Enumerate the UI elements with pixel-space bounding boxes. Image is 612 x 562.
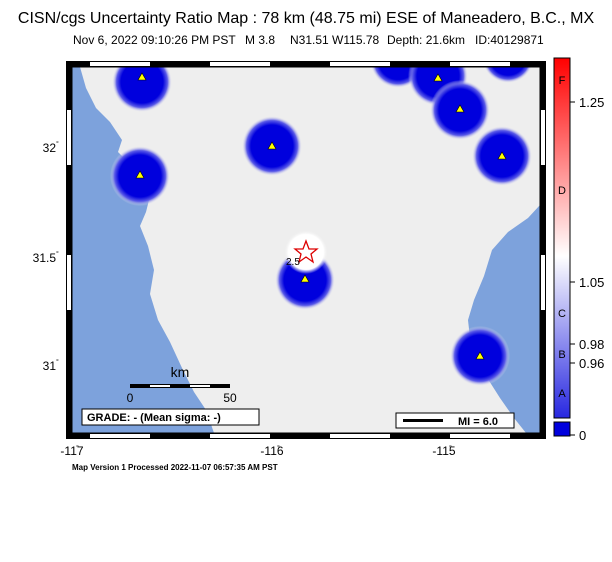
station-icon bbox=[300, 274, 310, 283]
border-segments bbox=[67, 62, 545, 438]
ocean-west bbox=[72, 67, 214, 433]
scale-tick: 0 bbox=[127, 391, 134, 405]
mi-legend-line bbox=[403, 419, 443, 422]
scale-unit: km bbox=[171, 364, 190, 380]
map-border bbox=[66, 61, 546, 439]
grade-box bbox=[81, 408, 260, 426]
degree-mark: ° bbox=[56, 250, 59, 258]
colorbar-value: 0 bbox=[579, 428, 586, 443]
event-date: Nov 6, 2022 09:10:26 PM PST bbox=[73, 33, 236, 47]
degree-mark: ° bbox=[56, 358, 59, 366]
colorbar-gradient bbox=[553, 57, 571, 419]
station-icon bbox=[137, 72, 147, 81]
mi-legend-box bbox=[395, 412, 515, 429]
mi-legend-text: MI = 6.0 bbox=[458, 416, 498, 428]
colorbar-value: 0.96 bbox=[579, 356, 604, 371]
grade-text: GRADE: - (Mean sigma: -) bbox=[87, 412, 221, 424]
colorbar-value: 1.25 bbox=[579, 95, 604, 110]
lat-label: 32 bbox=[43, 141, 57, 155]
grade-letter: C bbox=[558, 308, 566, 320]
station-uncertainty-zone bbox=[112, 67, 172, 112]
event-magnitude: M 3.8 bbox=[245, 33, 276, 47]
epicenter-zone bbox=[284, 230, 328, 274]
event-location: N31.51 W115.78 bbox=[290, 33, 380, 47]
event-id: ID:40129871 bbox=[475, 33, 544, 47]
colorbar-zero-swatch bbox=[553, 421, 571, 437]
degree-mark: ° bbox=[449, 444, 452, 452]
colorbar-ticks bbox=[570, 101, 575, 436]
station-icon bbox=[433, 73, 443, 82]
grade-letter: A bbox=[558, 388, 566, 400]
epicenter-star-icon bbox=[293, 239, 319, 264]
grade-letter: B bbox=[558, 349, 565, 361]
colorbar-value: 0.98 bbox=[579, 337, 604, 352]
station-icon bbox=[475, 351, 485, 360]
lat-label: 31 bbox=[43, 359, 57, 373]
lon-label: -116 bbox=[260, 444, 283, 458]
colorbar-value: 1.05 bbox=[579, 275, 604, 290]
processed-note: Map Version 1 Processed 2022-11-07 06:57… bbox=[72, 463, 278, 472]
station-icon bbox=[455, 104, 465, 113]
scale-tick: 50 bbox=[223, 391, 237, 405]
grade-letter: D bbox=[558, 185, 566, 197]
lon-label: -115 bbox=[432, 444, 455, 458]
station-icon bbox=[135, 170, 145, 179]
scale-bar: km 0 50 bbox=[127, 364, 237, 405]
lon-label: -117 bbox=[60, 444, 83, 458]
station-uncertainty-zone bbox=[484, 67, 532, 83]
event-depth: Depth: 21.6km bbox=[387, 33, 466, 47]
degree-mark: ° bbox=[76, 444, 79, 452]
degree-mark: ° bbox=[56, 140, 59, 148]
map-title: CISN/cgs Uncertainty Ratio Map : 78 km (… bbox=[17, 10, 595, 27]
epicenter-label: 2.5 bbox=[286, 257, 300, 268]
degree-mark: ° bbox=[277, 444, 280, 452]
grade-letter: F bbox=[559, 75, 566, 87]
station-icon bbox=[267, 141, 277, 150]
station-icon bbox=[497, 151, 507, 160]
lat-label: 31.5 bbox=[33, 251, 57, 265]
